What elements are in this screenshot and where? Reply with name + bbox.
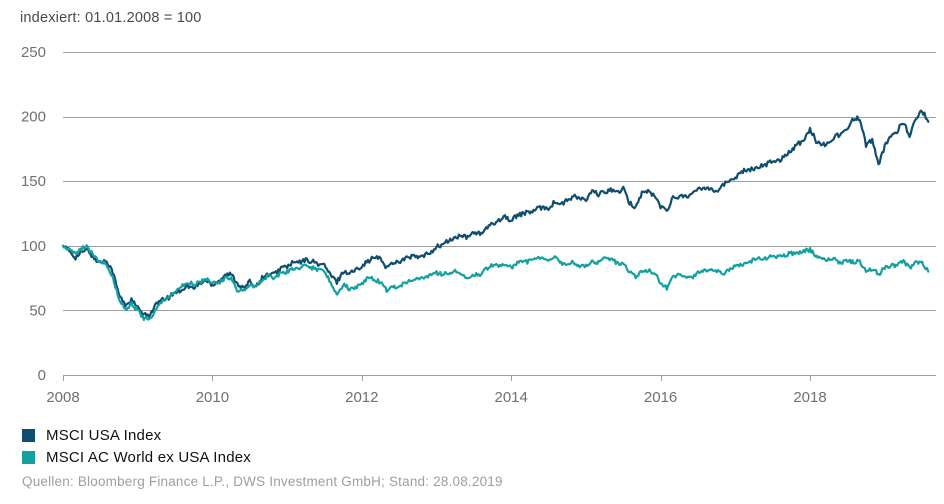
series-line-msci-ac-world-ex-usa-index xyxy=(61,244,930,322)
x-axis-label-2016: 2016 xyxy=(644,389,677,406)
legend-swatch-msci-acwi-ex-usa xyxy=(22,451,35,464)
y-axis-label-250: 250 xyxy=(21,44,46,61)
chart-index-note: indexiert: 01.01.2008 = 100 xyxy=(20,10,202,26)
y-axis-label-200: 200 xyxy=(21,109,46,126)
legend-item-msci-usa: MSCI USA Index xyxy=(22,427,251,444)
y-axis-label-50: 50 xyxy=(29,302,46,319)
x-axis-label-2014: 2014 xyxy=(495,389,528,406)
y-axis-label-0: 0 xyxy=(38,367,46,384)
series-line-msci-usa-index xyxy=(61,109,930,318)
legend-label-msci-acwi-ex-usa: MSCI AC World ex USA Index xyxy=(46,449,251,466)
y-axis-label-100: 100 xyxy=(21,238,46,255)
y-axis-label-150: 150 xyxy=(21,173,46,190)
source-note: Quellen: Bloomberg Finance L.P., DWS Inv… xyxy=(22,474,503,489)
legend-swatch-msci-usa xyxy=(22,429,35,442)
legend-item-msci-acwi-ex-usa: MSCI AC World ex USA Index xyxy=(22,449,251,466)
chart-legend: MSCI USA Index MSCI AC World ex USA Inde… xyxy=(22,427,251,466)
line-chart: 0 50 100 150 200 250 2008 2010 2012 2014 2016 2018 xyxy=(21,44,936,406)
x-axis-label-2010: 2010 xyxy=(196,389,229,406)
x-axis-label-2008: 2008 xyxy=(46,389,79,406)
x-axis-label-2012: 2012 xyxy=(345,389,378,406)
x-axis-label-2018: 2018 xyxy=(793,389,826,406)
legend-label-msci-usa: MSCI USA Index xyxy=(46,427,162,444)
